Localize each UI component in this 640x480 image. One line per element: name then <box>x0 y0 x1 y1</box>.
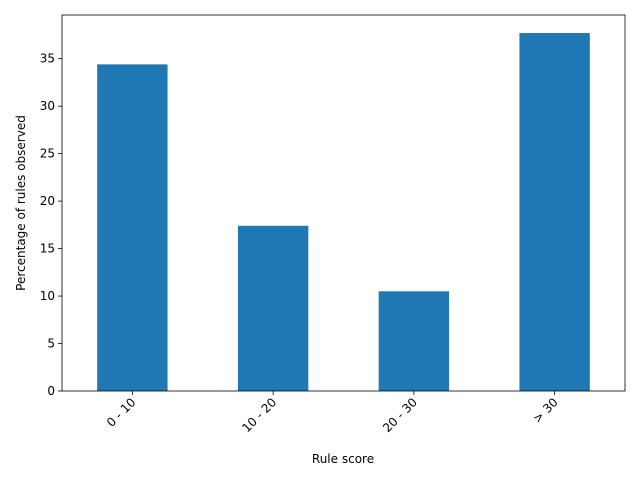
plot-frame <box>61 14 626 392</box>
bar <box>97 64 168 392</box>
x-tick-label: 0 - 10 <box>104 395 139 430</box>
x-tick-label: 10 - 20 <box>239 395 279 435</box>
y-tick-label: 30 <box>40 99 55 113</box>
y-tick-label: 10 <box>40 289 55 303</box>
y-tick-label: 25 <box>40 147 55 161</box>
y-tick-label: 5 <box>47 337 55 351</box>
bar <box>237 225 309 391</box>
x-tick-label: 20 - 30 <box>380 395 420 435</box>
x-axis-label: Rule score <box>312 452 374 466</box>
bar <box>378 291 450 391</box>
x-tick-label: > 30 <box>530 395 561 426</box>
y-tick-label: 0 <box>47 384 55 398</box>
y-tick-label: 20 <box>40 194 55 208</box>
y-tick-label: 35 <box>40 52 55 66</box>
y-axis-label: Percentage of rules observed <box>14 115 28 291</box>
y-tick-label: 15 <box>40 242 55 256</box>
bar <box>519 33 590 391</box>
